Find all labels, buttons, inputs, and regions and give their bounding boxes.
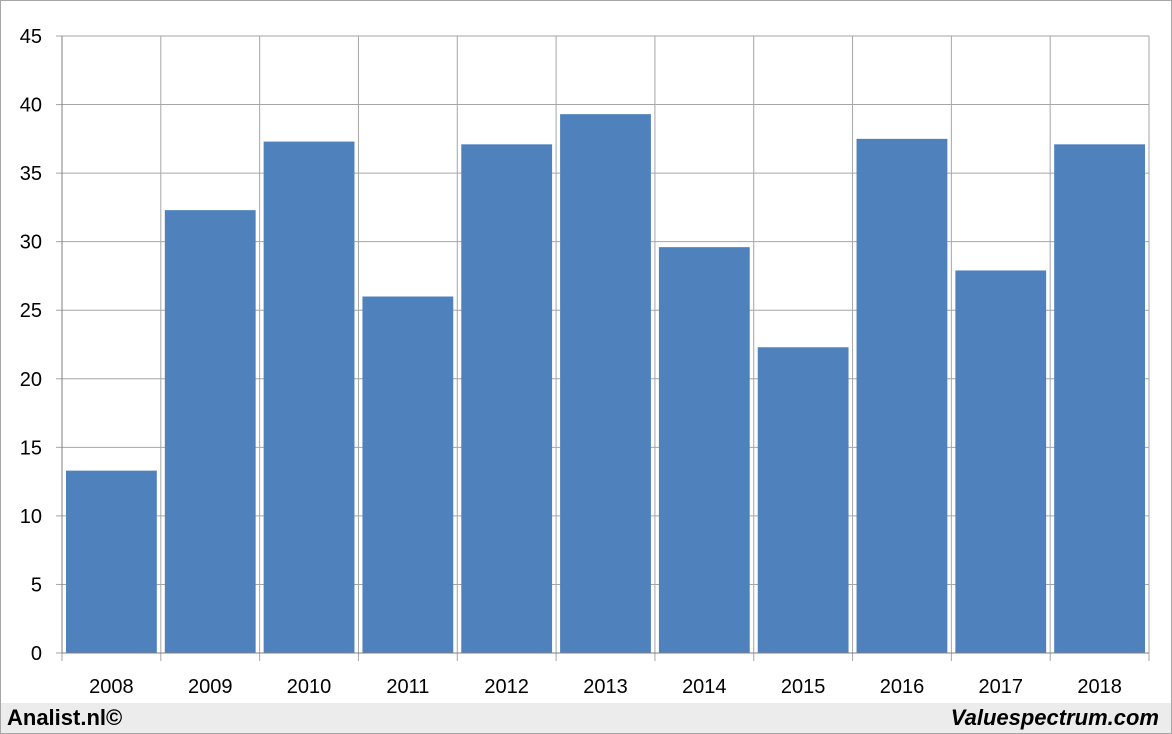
bar-2015 — [757, 347, 849, 653]
x-tick-label: 2018 — [1077, 676, 1122, 698]
bar-2010 — [263, 141, 355, 653]
analist-credit: Analist.nl© — [7, 705, 123, 730]
y-tick-label: 0 — [31, 643, 42, 665]
x-tick-label: 2011 — [386, 676, 429, 698]
x-tick-label: 2009 — [188, 676, 233, 698]
y-tick-label: 5 — [31, 574, 42, 596]
x-tick-label: 2013 — [583, 676, 628, 698]
bar-chart: 0 5 10 15 20 25 30 35 40 45 2008 2009 2010 2011 2012 20… — [20, 26, 1150, 698]
x-tick-label: 2010 — [287, 676, 332, 698]
y-tick-label: 25 — [20, 300, 42, 322]
bar-2014 — [658, 247, 750, 653]
y-tick-label: 45 — [20, 26, 42, 48]
bar-2011 — [362, 296, 454, 653]
valuespectrum-credit: Valuespectrum.com — [950, 705, 1159, 730]
x-tick-label: 2015 — [781, 676, 826, 698]
x-tick-label: 2016 — [880, 676, 925, 698]
bar-2012 — [461, 144, 553, 653]
x-tick-label: 2014 — [682, 676, 727, 698]
y-tick-label: 40 — [20, 95, 42, 117]
x-tick-label: 2008 — [89, 676, 134, 698]
y-tick-label: 15 — [20, 437, 42, 459]
bar-2016 — [856, 138, 948, 654]
bars-layer — [66, 114, 1145, 654]
x-tick-label: 2012 — [484, 676, 529, 698]
bar-2008 — [66, 470, 157, 653]
bar-2018 — [1054, 144, 1145, 653]
bar-2017 — [955, 270, 1047, 653]
bar-2013 — [560, 114, 651, 654]
bar-2009 — [164, 210, 256, 653]
x-tick-label: 2017 — [979, 676, 1024, 698]
y-tick-label: 30 — [20, 232, 42, 254]
axis-layer: 0 5 10 15 20 25 30 35 40 45 2008 2009 2010 2011 2012 20… — [20, 26, 1149, 698]
y-tick-label: 20 — [20, 369, 42, 391]
chart-footer: Analist.nl© Valuespectrum.com — [1, 703, 1171, 733]
y-tick-label: 35 — [20, 163, 42, 185]
y-tick-label: 10 — [20, 506, 42, 528]
